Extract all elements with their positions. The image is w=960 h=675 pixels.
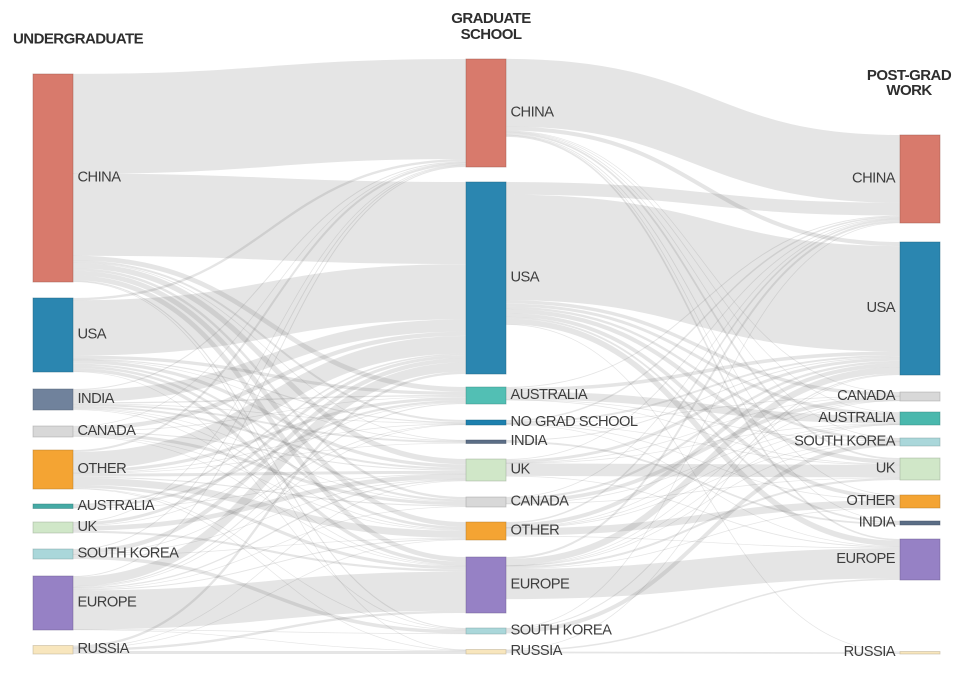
svg-text:EUROPE: EUROPE xyxy=(78,595,137,611)
svg-text:USA: USA xyxy=(866,300,895,316)
svg-text:OTHER: OTHER xyxy=(78,461,127,477)
svg-text:WORK: WORK xyxy=(886,82,932,99)
svg-text:USA: USA xyxy=(511,270,540,286)
svg-text:INDIA: INDIA xyxy=(511,433,548,449)
svg-text:EUROPE: EUROPE xyxy=(511,577,570,593)
svg-text:RUSSIA: RUSSIA xyxy=(78,641,130,657)
svg-text:SCHOOL: SCHOOL xyxy=(461,26,522,43)
svg-text:AUSTRALIA: AUSTRALIA xyxy=(78,498,155,514)
svg-text:NO GRAD SCHOOL: NO GRAD SCHOOL xyxy=(511,414,638,430)
svg-text:INDIA: INDIA xyxy=(859,515,896,531)
svg-text:UNDERGRADUATE: UNDERGRADUATE xyxy=(13,31,144,48)
svg-text:SOUTH KOREA: SOUTH KOREA xyxy=(78,546,180,562)
svg-text:RUSSIA: RUSSIA xyxy=(844,644,896,660)
svg-text:CANADA: CANADA xyxy=(837,388,896,404)
svg-text:AUSTRALIA: AUSTRALIA xyxy=(818,410,895,426)
svg-text:INDIA: INDIA xyxy=(78,391,115,407)
svg-text:UK: UK xyxy=(876,461,896,477)
svg-text:RUSSIA: RUSSIA xyxy=(511,643,563,659)
svg-text:CANADA: CANADA xyxy=(511,494,570,510)
svg-text:CHINA: CHINA xyxy=(511,105,555,121)
svg-text:OTHER: OTHER xyxy=(846,493,895,509)
svg-text:CANADA: CANADA xyxy=(78,423,137,439)
svg-text:UK: UK xyxy=(511,462,531,478)
svg-text:UK: UK xyxy=(78,519,98,535)
svg-text:SOUTH KOREA: SOUTH KOREA xyxy=(511,623,613,639)
svg-text:AUSTRALIA: AUSTRALIA xyxy=(511,387,588,403)
svg-text:POST-GRAD: POST-GRAD xyxy=(867,67,952,84)
svg-text:CHINA: CHINA xyxy=(78,170,122,186)
svg-text:OTHER: OTHER xyxy=(511,523,560,539)
svg-text:EUROPE: EUROPE xyxy=(836,551,895,567)
svg-text:USA: USA xyxy=(78,327,107,343)
svg-text:GRADUATE: GRADUATE xyxy=(451,10,531,27)
svg-text:SOUTH KOREA: SOUTH KOREA xyxy=(794,434,896,450)
svg-text:CHINA: CHINA xyxy=(852,171,896,187)
